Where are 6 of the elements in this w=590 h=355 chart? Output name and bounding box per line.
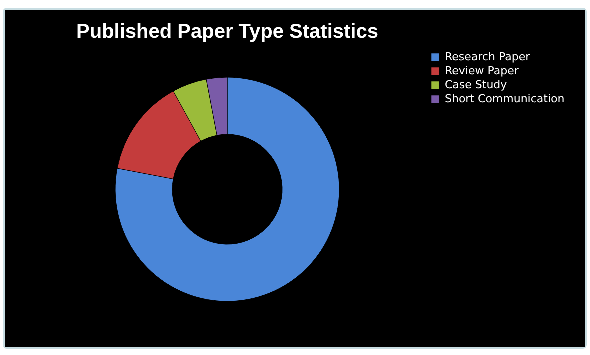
donut-slice	[115, 77, 340, 302]
legend-label: Case Study	[445, 78, 508, 92]
legend-label: Research Paper	[445, 50, 531, 64]
legend-label: Short Communication	[445, 92, 565, 106]
legend-label: Review Paper	[445, 64, 520, 78]
chart-title: Published Paper Type Statistics	[76, 21, 378, 43]
